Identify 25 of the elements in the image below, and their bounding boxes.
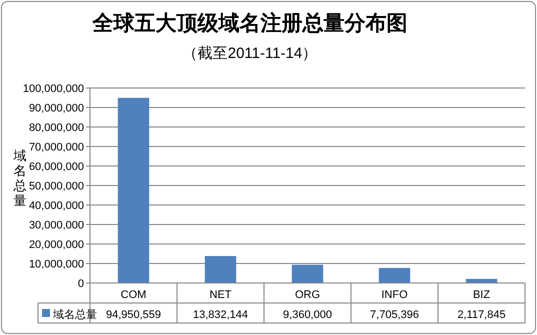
y-tick-label: 40,000,000 bbox=[28, 200, 84, 212]
chart-title: 全球五大顶级域名注册总量分布图 bbox=[92, 11, 408, 35]
data-label: 7,705,396 bbox=[370, 309, 419, 321]
x-tick-label: BIZ bbox=[472, 289, 490, 301]
chart-subtitle: （截至2011-11-14） bbox=[182, 45, 318, 62]
x-tick-label: COM bbox=[120, 289, 146, 301]
y-tick-label: 10,000,000 bbox=[28, 258, 84, 270]
data-label: 94,950,559 bbox=[106, 309, 162, 321]
y-tick-label: 30,000,000 bbox=[28, 220, 84, 232]
y-axis-title: 域名总量 bbox=[12, 148, 26, 208]
legend-label: 域名总量 bbox=[52, 308, 97, 321]
y-tick-label: 20,000,000 bbox=[28, 239, 84, 251]
y-tick-label: 60,000,000 bbox=[28, 161, 84, 173]
y-tick-label: 100,000,000 bbox=[22, 83, 84, 95]
data-label: 9,360,000 bbox=[283, 309, 332, 321]
x-tick-label: NET bbox=[210, 289, 232, 301]
x-tick-label: ORG bbox=[294, 289, 320, 301]
y-tick-label: 0 bbox=[78, 278, 84, 290]
x-tick-label: INFO bbox=[381, 289, 408, 301]
data-label: 13,832,144 bbox=[192, 309, 248, 321]
data-label: 2,117,845 bbox=[457, 309, 506, 321]
y-tick-label: 90,000,000 bbox=[28, 102, 84, 114]
y-tick-label: 80,000,000 bbox=[28, 122, 84, 134]
y-tick-label: 70,000,000 bbox=[28, 142, 84, 154]
y-tick-label: 50,000,000 bbox=[28, 180, 84, 192]
